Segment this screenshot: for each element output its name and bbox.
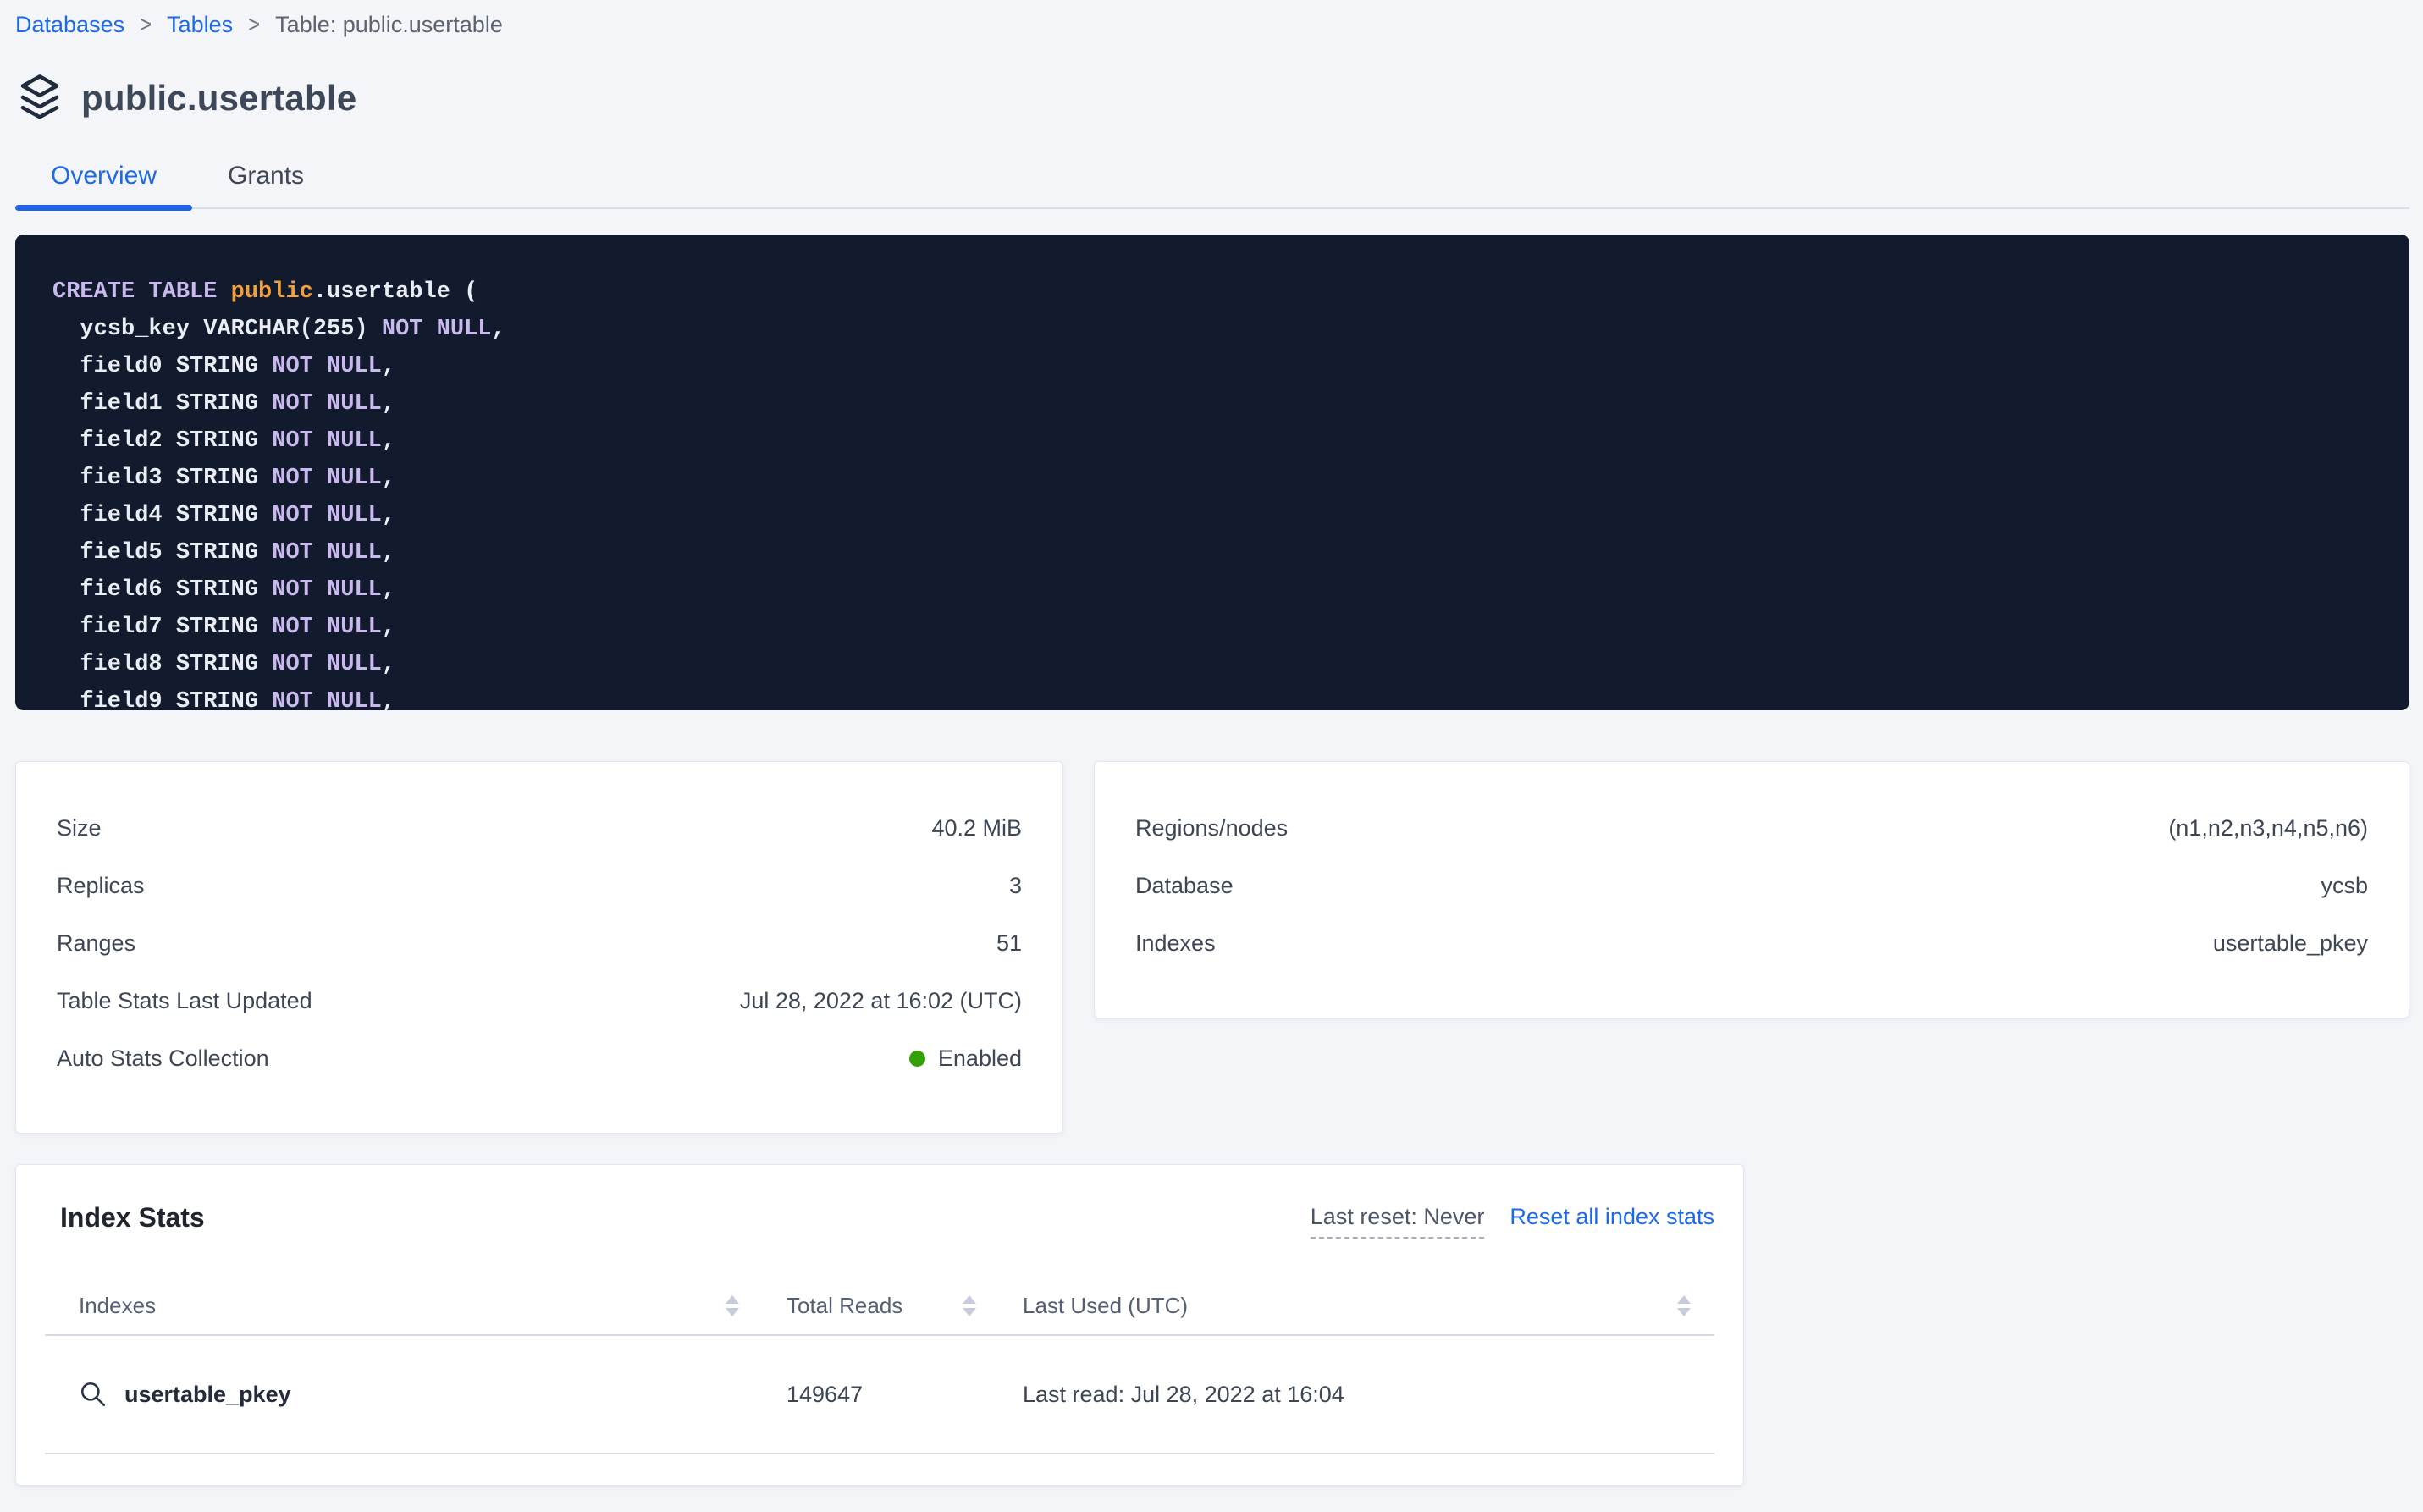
column-header-last-used[interactable]: Last Used (UTC) bbox=[976, 1293, 1714, 1319]
sql-line: field1 STRING NOT NULL, bbox=[52, 391, 396, 417]
breadcrumb-current: Table: public.usertable bbox=[275, 12, 503, 37]
detail-label: Regions/nodes bbox=[1135, 814, 1289, 841]
sql-line: CREATE TABLE public.usertable ( bbox=[52, 279, 478, 305]
enabled-status-dot-icon bbox=[908, 1050, 925, 1067]
detail-value: usertable_pkey bbox=[2212, 930, 2368, 956]
index-stats-table: Indexes Total Reads Last Used (UTC) bbox=[45, 1293, 1714, 1454]
tab-bar: Overview Grants bbox=[15, 157, 2409, 211]
detail-value: 40.2 MiB bbox=[931, 814, 1022, 841]
detail-value: (n1,n2,n3,n4,n5,n6) bbox=[2168, 814, 2368, 841]
column-header-total-reads[interactable]: Total Reads bbox=[739, 1293, 976, 1319]
sql-line: ycsb_key VARCHAR(255) NOT NULL, bbox=[52, 317, 505, 342]
sql-line: field2 STRING NOT NULL, bbox=[52, 428, 396, 454]
detail-label: Indexes bbox=[1135, 930, 1216, 956]
sql-line: field3 STRING NOT NULL, bbox=[52, 466, 396, 491]
last-reset-label: Last reset: Never bbox=[1310, 1204, 1485, 1239]
detail-label: Replicas bbox=[57, 872, 145, 898]
index-stats-card: Index Stats Last reset: Never Reset all … bbox=[15, 1164, 1744, 1486]
detail-value: Enabled bbox=[908, 1045, 1022, 1072]
sort-icon[interactable] bbox=[963, 1295, 976, 1316]
detail-row-replicas: Replicas 3 bbox=[57, 857, 1022, 914]
stack-icon bbox=[17, 74, 63, 123]
sql-line: field9 STRING NOT NULL, bbox=[52, 689, 396, 710]
chevron-right-icon: > bbox=[140, 11, 152, 38]
sql-line: field6 STRING NOT NULL, bbox=[52, 577, 396, 603]
detail-value: 51 bbox=[996, 930, 1022, 956]
index-stats-header: Index Stats Last reset: Never Reset all … bbox=[45, 1202, 1714, 1239]
create-table-sql-box[interactable]: CREATE TABLE public.usertable ( ycsb_key… bbox=[15, 235, 2409, 710]
sql-line: field8 STRING NOT NULL, bbox=[52, 652, 396, 677]
detail-value: Jul 28, 2022 at 16:02 (UTC) bbox=[739, 987, 1022, 1013]
sql-line: field4 STRING NOT NULL, bbox=[52, 503, 396, 528]
detail-label: Table Stats Last Updated bbox=[57, 987, 312, 1013]
column-header-indexes[interactable]: Indexes bbox=[45, 1293, 739, 1319]
detail-value: 3 bbox=[1008, 872, 1022, 898]
total-reads-cell: 149647 bbox=[787, 1381, 864, 1407]
index-name-cell[interactable]: usertable_pkey bbox=[45, 1380, 739, 1409]
sort-icon[interactable] bbox=[726, 1295, 739, 1316]
detail-row-ranges: Ranges 51 bbox=[57, 914, 1022, 972]
sort-icon[interactable] bbox=[1677, 1295, 1691, 1316]
magnifier-icon bbox=[80, 1382, 106, 1407]
index-stats-row: usertable_pkey 149647 Last read: Jul 28,… bbox=[45, 1336, 1714, 1454]
sql-line: field5 STRING NOT NULL, bbox=[52, 540, 396, 566]
breadcrumb: Databases > Tables > Table: public.usert… bbox=[15, 11, 2409, 38]
index-stats-header-row: Indexes Total Reads Last Used (UTC) bbox=[45, 1293, 1714, 1336]
index-stats-title: Index Stats bbox=[60, 1202, 205, 1233]
column-label: Indexes bbox=[79, 1293, 157, 1318]
column-label: Total Reads bbox=[787, 1293, 903, 1318]
detail-label: Ranges bbox=[57, 930, 136, 956]
tab-grants[interactable]: Grants bbox=[228, 162, 305, 190]
breadcrumb-link-databases[interactable]: Databases bbox=[15, 12, 125, 37]
detail-label: Size bbox=[57, 814, 102, 841]
table-details-card: Size 40.2 MiB Replicas 3 Ranges 51 Table… bbox=[15, 761, 1063, 1134]
table-config-card: Regions/nodes (n1,n2,n3,n4,n5,n6) Databa… bbox=[1094, 761, 2409, 1018]
last-used-cell: Last read: Jul 28, 2022 at 16:04 bbox=[1023, 1381, 1344, 1407]
detail-row-size: Size 40.2 MiB bbox=[57, 799, 1022, 857]
detail-value: ycsb bbox=[2321, 872, 2368, 898]
tab-overview[interactable]: Overview bbox=[15, 157, 193, 211]
detail-row-auto-stats: Auto Stats Collection Enabled bbox=[57, 1029, 1022, 1087]
index-name: usertable_pkey bbox=[124, 1381, 291, 1407]
page-header: public.usertable bbox=[17, 74, 2409, 123]
column-label: Last Used (UTC) bbox=[1023, 1293, 1189, 1318]
page-title: public.usertable bbox=[81, 78, 357, 118]
breadcrumb-link-tables[interactable]: Tables bbox=[167, 12, 234, 37]
detail-row-stats-updated: Table Stats Last Updated Jul 28, 2022 at… bbox=[57, 972, 1022, 1029]
detail-row-indexes: Indexes usertable_pkey bbox=[1135, 914, 2368, 972]
detail-label: Database bbox=[1135, 872, 1234, 898]
reset-all-index-stats-link[interactable]: Reset all index stats bbox=[1510, 1204, 1714, 1229]
details-cards-row: Size 40.2 MiB Replicas 3 Ranges 51 Table… bbox=[15, 761, 2409, 1134]
chevron-right-icon: > bbox=[248, 11, 261, 38]
sql-line: field0 STRING NOT NULL, bbox=[52, 354, 396, 379]
detail-row-regions: Regions/nodes (n1,n2,n3,n4,n5,n6) bbox=[1135, 799, 2368, 857]
detail-label: Auto Stats Collection bbox=[57, 1045, 269, 1071]
detail-row-database: Database ycsb bbox=[1135, 857, 2368, 914]
sql-line: field7 STRING NOT NULL, bbox=[52, 615, 396, 640]
index-stats-actions: Last reset: Never Reset all index stats bbox=[1310, 1204, 1714, 1239]
status-text: Enabled bbox=[937, 1045, 1022, 1071]
